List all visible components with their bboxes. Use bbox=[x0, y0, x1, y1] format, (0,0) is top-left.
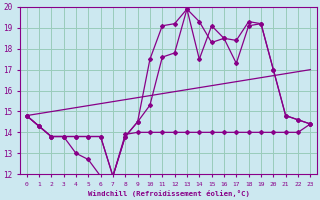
X-axis label: Windchill (Refroidissement éolien,°C): Windchill (Refroidissement éolien,°C) bbox=[87, 190, 249, 197]
